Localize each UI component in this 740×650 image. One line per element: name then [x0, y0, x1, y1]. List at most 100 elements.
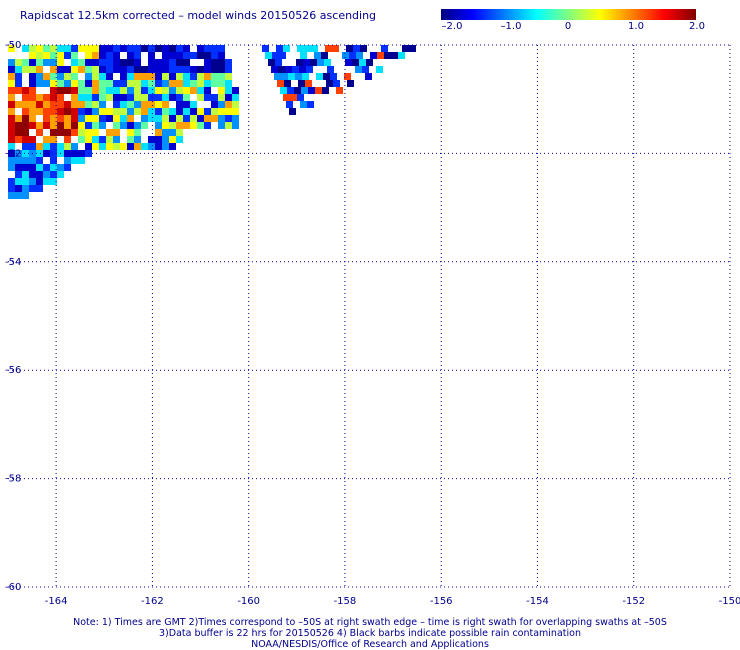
wind-cell — [8, 192, 15, 199]
wind-cell — [29, 101, 36, 108]
wind-cell — [15, 185, 22, 192]
wind-cell — [204, 80, 211, 87]
wind-cell — [162, 108, 169, 115]
wind-cell — [127, 80, 134, 87]
wind-cell — [50, 45, 57, 52]
wind-cell — [8, 185, 15, 192]
wind-cell — [262, 45, 269, 52]
wind-cell — [218, 59, 225, 66]
wind-cell — [141, 66, 148, 73]
wind-cell — [162, 143, 169, 150]
wind-cell — [204, 94, 211, 101]
wind-cell — [204, 73, 211, 80]
wind-cell — [155, 108, 162, 115]
wind-cell — [15, 122, 22, 129]
wind-cell — [169, 143, 176, 150]
wind-cell — [283, 45, 290, 52]
wind-cell — [398, 52, 405, 59]
wind-cell — [22, 157, 29, 164]
wind-cell — [301, 87, 308, 94]
wind-cell — [120, 108, 127, 115]
wind-cell — [43, 45, 50, 52]
wind-cell — [162, 101, 169, 108]
wind-cell — [204, 122, 211, 129]
wind-cell — [99, 52, 106, 59]
wind-cell — [292, 66, 299, 73]
wind-cell — [92, 143, 99, 150]
wind-cell — [190, 101, 197, 108]
wind-cell — [43, 164, 50, 171]
wind-cell — [15, 136, 22, 143]
wind-cell — [85, 115, 92, 122]
wind-cell — [370, 52, 377, 59]
wind-cell — [120, 143, 127, 150]
wind-cell — [347, 80, 354, 87]
wind-cell — [155, 87, 162, 94]
wind-cell — [8, 178, 15, 185]
wind-cell — [279, 52, 286, 59]
wind-cell — [356, 52, 363, 59]
wind-cell — [232, 108, 239, 115]
wind-cell — [113, 80, 120, 87]
wind-cell — [36, 52, 43, 59]
wind-cell — [127, 129, 134, 136]
wind-cell — [162, 129, 169, 136]
wind-cell — [22, 87, 29, 94]
wind-cell — [43, 122, 50, 129]
wind-cell — [99, 143, 106, 150]
wind-cell — [99, 122, 106, 129]
wind-cell — [15, 66, 22, 73]
wind-cell — [43, 136, 50, 143]
wind-cell — [113, 45, 120, 52]
wind-cell — [85, 80, 92, 87]
wind-cell — [211, 108, 218, 115]
wind-cell — [141, 101, 148, 108]
wind-cell — [296, 59, 303, 66]
wind-cell — [365, 73, 372, 80]
wind-cell — [211, 59, 218, 66]
wind-cell — [190, 87, 197, 94]
lon-tick-label: -160 — [237, 596, 260, 607]
wind-cell — [148, 45, 155, 52]
wind-cell — [162, 45, 169, 52]
wind-cell — [304, 45, 311, 52]
wind-cell — [155, 80, 162, 87]
wind-cell — [15, 115, 22, 122]
wind-cell — [15, 171, 22, 178]
wind-cell — [71, 73, 78, 80]
wind-cell — [36, 171, 43, 178]
wind-cell — [315, 87, 322, 94]
wind-cell — [176, 52, 183, 59]
wind-cell — [218, 101, 225, 108]
wind-cell — [29, 66, 36, 73]
lat-tick-label: -56 — [5, 365, 21, 376]
wind-cell — [57, 66, 64, 73]
wind-cell — [50, 115, 57, 122]
wind-cell — [155, 94, 162, 101]
lon-tick-label: -158 — [334, 596, 357, 607]
wind-cell — [183, 80, 190, 87]
wind-cell — [64, 115, 71, 122]
wind-cell — [78, 66, 85, 73]
wind-cell — [176, 101, 183, 108]
wind-cell — [64, 101, 71, 108]
wind-cell — [29, 73, 36, 80]
wind-cell — [190, 52, 197, 59]
wind-cell — [211, 45, 218, 52]
wind-cell — [190, 108, 197, 115]
wind-cell — [36, 59, 43, 66]
wind-cell — [29, 94, 36, 101]
wind-cell — [99, 115, 106, 122]
wind-cell — [169, 129, 176, 136]
wind-cell — [169, 52, 176, 59]
wind-cell — [377, 52, 384, 59]
wind-cell — [141, 143, 148, 150]
wind-cell — [36, 150, 43, 157]
wind-cell — [8, 80, 15, 87]
wind-cell — [64, 157, 71, 164]
wind-cell — [22, 59, 29, 66]
wind-cell — [141, 122, 148, 129]
wind-cell — [327, 66, 334, 73]
wind-cell — [197, 80, 204, 87]
wind-cell — [71, 87, 78, 94]
